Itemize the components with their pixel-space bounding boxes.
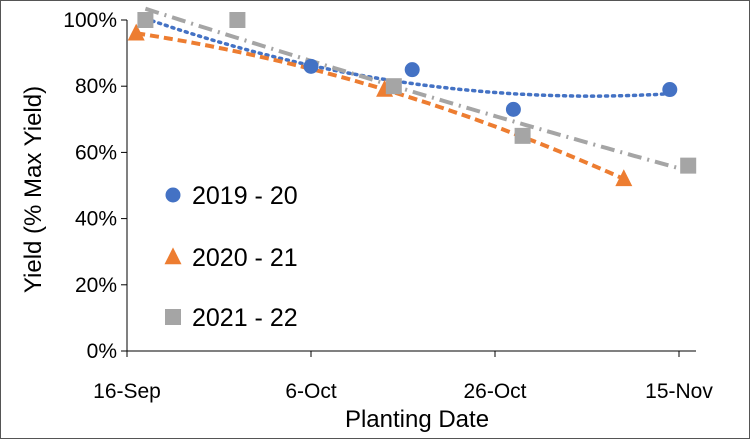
y-tick-label: 40% [75, 208, 117, 231]
trendline [144, 6, 689, 173]
data-point [514, 127, 531, 144]
data-point [127, 23, 145, 41]
y-axis-title: Yield (% Max Yield) [20, 86, 47, 293]
data-point [404, 62, 420, 78]
x-tick-label: 6-Oct [285, 380, 337, 403]
data-point [385, 78, 402, 95]
trendline [143, 16, 672, 98]
x-tick-label: 26-Oct [463, 380, 526, 403]
data-point [505, 101, 521, 117]
data-point [680, 157, 697, 174]
y-tick-label: 60% [75, 141, 117, 164]
ticks: 0% 20% 40% 60% 80% 100% 16-Sep 6-Oct 26-Oct 15-No… [63, 9, 713, 403]
data-point [615, 169, 633, 187]
y-tick-label: 0% [87, 340, 117, 363]
legend-label: 2019 - 20 [192, 182, 298, 210]
legend-marker [165, 187, 181, 203]
markers [127, 12, 697, 187]
axes [126, 20, 696, 352]
data-point [229, 12, 246, 28]
y-tick-label: 20% [75, 274, 117, 297]
legend-marker [165, 309, 181, 325]
legend-marker [164, 247, 182, 265]
y-tick-label: 80% [75, 75, 117, 98]
trendlines [135, 6, 689, 181]
data-point [303, 58, 319, 74]
data-point [137, 12, 154, 28]
y-tick-label: 100% [63, 9, 117, 32]
legend: 2019 - 20 2020 - 21 2021 - 22 [164, 182, 298, 332]
x-axis-title: Planting Date [345, 406, 489, 433]
x-tick-label: 15-Nov [645, 380, 713, 403]
trendline [135, 31, 625, 181]
legend-label: 2020 - 21 [192, 244, 298, 272]
x-tick-label: 16-Sep [93, 380, 161, 403]
data-point [662, 82, 678, 98]
legend-label: 2021 - 22 [192, 304, 298, 332]
